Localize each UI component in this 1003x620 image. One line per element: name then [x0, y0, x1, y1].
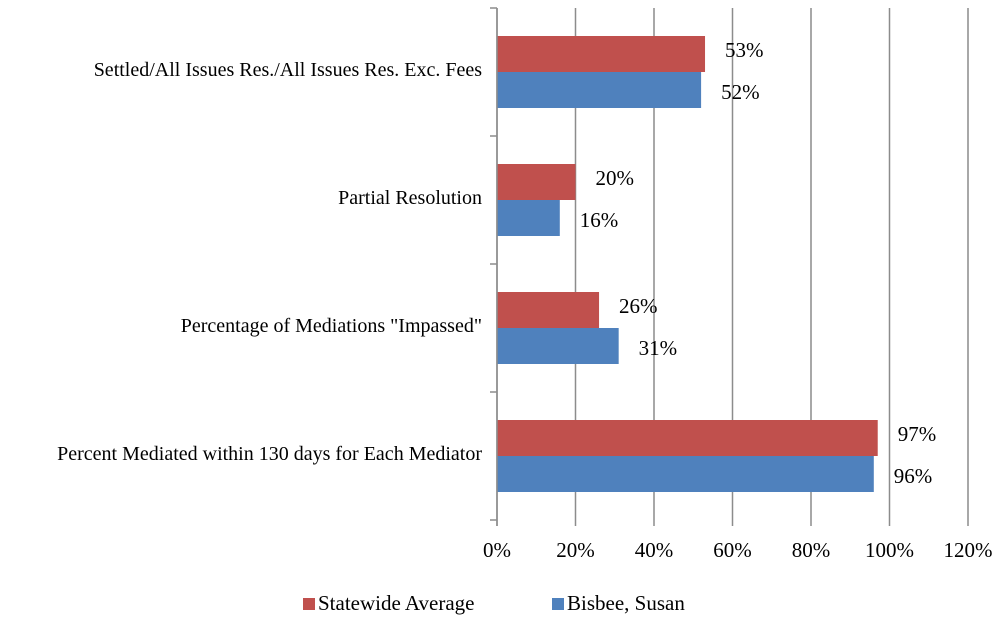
x-tick-label: 0%	[483, 538, 511, 562]
bar	[497, 164, 576, 200]
bar	[497, 72, 702, 108]
legend-swatch	[303, 598, 315, 610]
x-tick-label: 60%	[713, 538, 752, 562]
bar	[497, 36, 706, 72]
value-label: 31%	[639, 336, 678, 360]
category: Partial Resolution	[0, 134, 482, 262]
value-label: 97%	[898, 422, 937, 446]
category: Percent Mediated within 130 days for Eac…	[0, 390, 482, 518]
x-tick-label: 120%	[944, 538, 993, 562]
value-label: 16%	[580, 208, 619, 232]
value-label: 53%	[725, 38, 764, 62]
bar	[497, 200, 560, 236]
category: Settled/All Issues Res./All Issues Res. …	[0, 6, 482, 134]
x-tick-label: 100%	[865, 538, 914, 562]
x-tick-label: 40%	[635, 538, 674, 562]
y-tick-label: Percentage of Mediations "Impassed"	[180, 315, 482, 337]
value-label: 96%	[894, 464, 933, 488]
x-tick-label: 80%	[792, 538, 831, 562]
value-label: 20%	[596, 166, 635, 190]
legend-label: Bisbee, Susan	[567, 591, 685, 615]
category: Percentage of Mediations "Impassed"	[0, 262, 482, 390]
y-tick-label: Settled/All Issues Res./All Issues Res. …	[93, 59, 482, 81]
bar	[497, 456, 874, 492]
value-label: 26%	[619, 294, 658, 318]
y-tick-label: Percent Mediated within 130 days for Eac…	[57, 443, 482, 465]
y-tick-label: Partial Resolution	[338, 187, 482, 209]
bar	[497, 328, 619, 364]
legend-label: Statewide Average	[318, 591, 474, 615]
x-tick-label: 20%	[556, 538, 595, 562]
value-label: 52%	[721, 80, 760, 104]
legend-swatch	[552, 598, 564, 610]
bar	[497, 292, 600, 328]
bar	[497, 420, 878, 456]
